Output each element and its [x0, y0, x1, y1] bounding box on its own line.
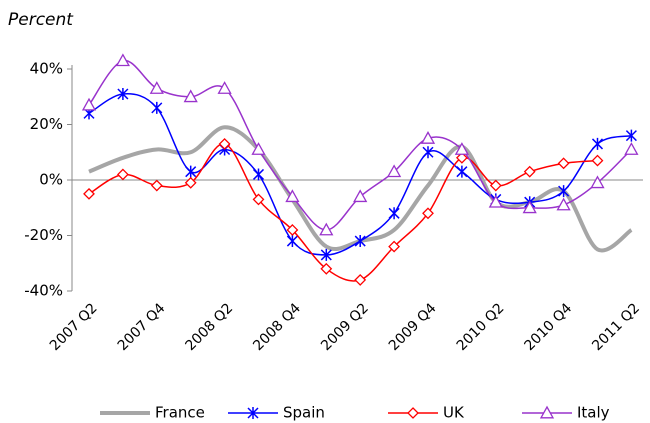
marker: [523, 165, 536, 178]
marker: [183, 89, 198, 103]
marker: [407, 407, 419, 419]
marker: [454, 142, 470, 155]
marker: [150, 179, 163, 192]
marker: [488, 194, 503, 208]
y-tick-label: 40%: [30, 60, 63, 78]
marker: [422, 146, 434, 159]
marker: [624, 142, 639, 155]
marker: [422, 207, 434, 220]
marker: [81, 97, 97, 111]
marker: [420, 131, 436, 144]
marker: [489, 179, 502, 192]
x-tick-label: 2011 Q2: [589, 300, 643, 354]
marker: [251, 142, 266, 155]
series-line: [88, 143, 598, 282]
marker: [455, 151, 468, 164]
series: [88, 125, 633, 253]
x-tick-label: 2008 Q2: [183, 300, 237, 354]
y-tick-label: 0%: [39, 171, 63, 189]
marker: [591, 154, 604, 167]
marker: [319, 222, 334, 236]
x-tick-label: 2009 Q2: [318, 300, 372, 354]
marker: [388, 240, 401, 253]
marker: [252, 168, 265, 181]
x-tick-label: 2010 Q4: [522, 300, 576, 354]
marker: [386, 164, 402, 178]
marker: [354, 235, 366, 248]
marker: [252, 193, 265, 206]
marker: [151, 101, 163, 114]
marker: [557, 157, 570, 170]
marker: [247, 407, 259, 419]
chart-title: Percent: [8, 10, 74, 30]
marker: [116, 168, 129, 181]
marker: [558, 185, 570, 198]
marker: [117, 87, 129, 100]
series-line: [88, 59, 632, 231]
x-tick-label: 2007 Q2: [47, 300, 101, 354]
y-tick-label: 20%: [30, 115, 63, 133]
marker: [217, 81, 232, 94]
series: [83, 138, 604, 286]
marker: [83, 187, 95, 200]
marker: [286, 235, 298, 248]
marker: [353, 189, 368, 203]
series: [83, 87, 637, 261]
series: [81, 53, 639, 236]
x-tick-label: 2009 Q4: [386, 300, 440, 354]
marker: [625, 129, 637, 142]
marker: [354, 273, 367, 286]
marker: [320, 262, 333, 275]
marker: [522, 200, 537, 214]
y-tick-label: -40%: [24, 282, 63, 300]
marker: [539, 405, 555, 419]
legend-label: Spain: [283, 404, 325, 422]
marker: [320, 248, 332, 261]
series-line: [88, 93, 632, 256]
marker: [218, 138, 231, 150]
series-line: [88, 125, 633, 253]
marker: [115, 53, 131, 67]
marker: [388, 207, 400, 220]
y-tick-label: -20%: [24, 226, 63, 244]
marker: [184, 176, 197, 189]
marker: [285, 189, 300, 203]
marker: [185, 165, 197, 178]
marker: [149, 81, 164, 94]
x-tick-label: 2010 Q2: [454, 300, 508, 354]
marker: [556, 197, 571, 211]
legend-label: France: [155, 404, 205, 422]
legend-label: Italy: [577, 404, 610, 422]
x-tick-label: 2007 Q4: [115, 300, 169, 354]
legend-label: UK: [443, 404, 465, 422]
marker: [590, 175, 605, 189]
x-tick-label: 2008 Q4: [250, 300, 304, 354]
marker: [456, 165, 468, 178]
marker: [286, 224, 299, 236]
marker: [591, 137, 604, 150]
